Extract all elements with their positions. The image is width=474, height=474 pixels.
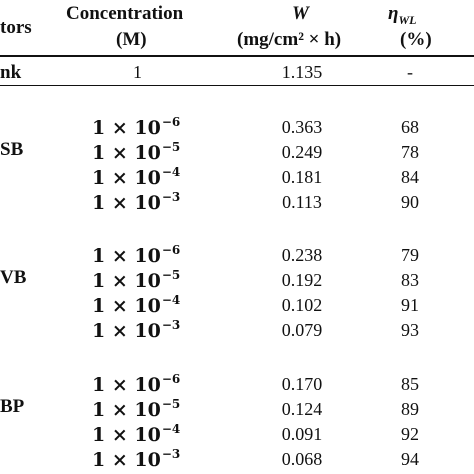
w-value: 0.192 <box>281 270 323 290</box>
w-value: 0.091 <box>281 424 323 444</box>
w-value: 0.170 <box>281 374 323 394</box>
blank-concentration: 1 <box>133 62 142 82</box>
concentration-value: 1 × 10−3 <box>92 448 212 470</box>
eta-value: 93 <box>401 320 419 340</box>
concentration-value: 1 × 10−6 <box>92 373 212 395</box>
concentration-base: 1 × 10 <box>92 320 161 342</box>
concentration-base: 1 × 10 <box>92 270 161 292</box>
concentration-exponent: −5 <box>161 140 181 154</box>
concentration-value: 1 × 10−4 <box>92 166 212 188</box>
header-w: W <box>292 3 309 24</box>
group-label: VB <box>0 267 27 288</box>
concentration-value: 1 × 10−5 <box>92 269 212 291</box>
w-value: 0.079 <box>281 320 323 340</box>
concentration-value: 1 × 10−6 <box>92 116 212 138</box>
header-concentration-unit: (M) <box>116 29 147 50</box>
concentration-exponent: −3 <box>161 447 181 461</box>
concentration-base: 1 × 10 <box>92 142 161 164</box>
header-concentration: Concentration <box>66 3 184 24</box>
w-value: 0.113 <box>282 192 322 212</box>
blank-w: 1.135 <box>281 62 323 82</box>
concentration-exponent: −3 <box>161 318 181 332</box>
eta-value: 83 <box>401 270 419 290</box>
concentration-base: 1 × 10 <box>92 117 161 139</box>
group-label: BP <box>0 396 25 417</box>
concentration-exponent: −6 <box>161 372 181 386</box>
blank-rule <box>0 85 474 86</box>
header-eta-symbol: η <box>388 3 399 24</box>
w-value: 0.249 <box>281 142 323 162</box>
blank-eta: - <box>407 62 413 82</box>
concentration-exponent: −6 <box>161 243 181 257</box>
concentration-exponent: −4 <box>161 422 181 436</box>
eta-value: 90 <box>401 192 419 212</box>
eta-value: 89 <box>401 399 419 419</box>
eta-value: 78 <box>401 142 419 162</box>
concentration-base: 1 × 10 <box>92 245 161 267</box>
header-rule <box>0 55 474 57</box>
w-value: 0.102 <box>281 295 323 315</box>
eta-value: 91 <box>401 295 419 315</box>
header-eta-unit: (%) <box>400 29 432 50</box>
concentration-base: 1 × 10 <box>92 167 161 189</box>
concentration-base: 1 × 10 <box>92 424 161 446</box>
eta-value: 94 <box>401 449 419 469</box>
concentration-base: 1 × 10 <box>92 374 161 396</box>
header-w-unit: (mg/cm² × h) <box>237 29 342 50</box>
concentration-exponent: −5 <box>161 397 181 411</box>
group-label: SB <box>0 139 24 160</box>
eta-value: 79 <box>401 245 419 265</box>
concentration-value: 1 × 10−3 <box>92 319 212 341</box>
eta-value: 68 <box>401 117 419 137</box>
blank-label: nk <box>0 62 22 83</box>
concentration-exponent: −4 <box>161 293 181 307</box>
eta-value: 84 <box>401 167 419 187</box>
concentration-value: 1 × 10−3 <box>92 191 212 213</box>
header-eta: ηWL <box>388 4 416 26</box>
concentration-value: 1 × 10−5 <box>92 398 212 420</box>
concentration-exponent: −6 <box>161 115 181 129</box>
header-eta-subscript: WL <box>398 12 417 27</box>
concentration-value: 1 × 10−4 <box>92 294 212 316</box>
w-value: 0.181 <box>281 167 323 187</box>
concentration-value: 1 × 10−6 <box>92 244 212 266</box>
concentration-value: 1 × 10−5 <box>92 141 212 163</box>
concentration-exponent: −4 <box>161 165 181 179</box>
concentration-value: 1 × 10−4 <box>92 423 212 445</box>
w-value: 0.238 <box>281 245 323 265</box>
concentration-base: 1 × 10 <box>92 399 161 421</box>
concentration-base: 1 × 10 <box>92 192 161 214</box>
w-value: 0.124 <box>281 399 323 419</box>
concentration-exponent: −5 <box>161 268 181 282</box>
w-value: 0.068 <box>281 449 323 469</box>
eta-value: 92 <box>401 424 419 444</box>
concentration-base: 1 × 10 <box>92 449 161 471</box>
concentration-exponent: −3 <box>161 190 181 204</box>
header-inhibitors: tors <box>0 17 32 38</box>
w-value: 0.363 <box>281 117 323 137</box>
concentration-base: 1 × 10 <box>92 295 161 317</box>
eta-value: 85 <box>401 374 419 394</box>
